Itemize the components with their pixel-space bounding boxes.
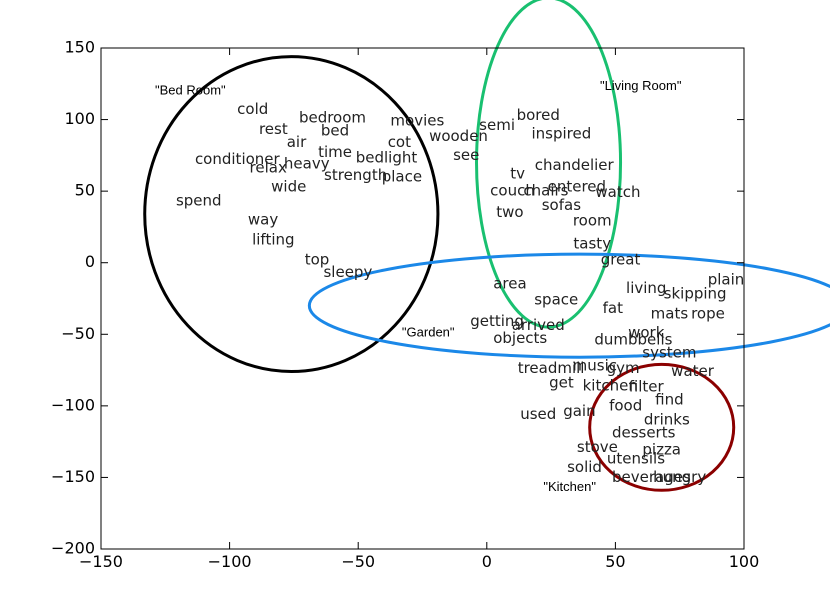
cluster-label-1: "Living Room" (600, 78, 682, 93)
word-point-rest: rest (259, 120, 288, 138)
cluster-ellipse-3 (588, 362, 736, 492)
word-point-cold: cold (237, 100, 268, 118)
y-tick-label: 0 (85, 252, 95, 271)
word-point-fat: fat (603, 299, 623, 317)
word-point-objects: objects (493, 329, 547, 347)
word-point-cot: cot (388, 133, 411, 151)
word-point-conditioner: conditioner (195, 150, 281, 168)
x-tick-label: −50 (341, 552, 375, 571)
cluster-ellipse-1 (475, 0, 623, 329)
word-point-gain: gain (563, 402, 595, 420)
word-point-rope: rope (691, 305, 725, 323)
y-tick-label: −100 (51, 395, 95, 414)
word-point-system: system (642, 343, 696, 361)
word-point-getting: getting (470, 312, 524, 330)
word-point-plain: plain (708, 270, 745, 288)
word-point-beverages: beverages (612, 468, 691, 486)
word-point-skipping: skipping (664, 285, 727, 303)
word-point-wooden: wooden (429, 127, 488, 145)
word-point-two: two (496, 203, 523, 221)
cluster-label-0: "Bed Room" (155, 82, 226, 97)
x-tick-label: 100 (729, 552, 760, 571)
cluster-ellipse-0 (143, 55, 440, 374)
word-point-arrived: arrived (512, 316, 565, 334)
word-point-treadmill: treadmill (518, 359, 585, 377)
word-point-couch: couch (490, 182, 535, 200)
word-point-sofas: sofas (542, 196, 581, 214)
word-point-entered: entered (548, 177, 606, 195)
word-point-lifting: lifting (252, 230, 294, 248)
x-tick-label: −100 (208, 552, 252, 571)
word-point-space: space (534, 290, 578, 308)
word-point-heavy: heavy (284, 154, 330, 172)
plot-frame (100, 47, 745, 550)
y-tick-label: 100 (64, 109, 95, 128)
word-point-place: place (382, 167, 422, 185)
word-point-bedroom: bedroom (299, 109, 366, 127)
word-point-sleepy: sleepy (323, 263, 372, 281)
word-point-kitchen: kitchen (583, 376, 638, 394)
word-point-see: see (453, 146, 479, 164)
word-point-time: time (318, 143, 352, 161)
word-point-gym: gym (607, 359, 640, 377)
word-point-living: living (626, 279, 666, 297)
word-point-top: top (305, 250, 330, 268)
y-tick-label: −150 (51, 467, 95, 486)
word-point-spend: spend (176, 192, 222, 210)
word-point-bored: bored (517, 106, 560, 124)
word-point-movies: movies (390, 112, 444, 130)
cluster-ellipse-2 (307, 252, 830, 359)
word-point-used: used (520, 405, 556, 423)
word-point-water: water (671, 362, 715, 380)
y-tick-label: 150 (64, 38, 95, 57)
y-tick-label: 50 (75, 181, 95, 200)
word-point-watch: watch (595, 183, 640, 201)
word-point-music: music (573, 356, 617, 374)
word-point-tasty: tasty (573, 235, 611, 253)
word-point-inspired: inspired (532, 124, 592, 142)
cluster-label-2: "Garden" (402, 324, 455, 339)
word-point-relax: relax (250, 159, 287, 177)
cluster-ellipses (143, 0, 830, 492)
word-point-food: food (609, 396, 642, 414)
y-tick-label: −200 (51, 539, 95, 558)
word-point-desserts: desserts (612, 424, 676, 442)
word-point-pizza: pizza (642, 441, 681, 459)
word-point-semi: semi (479, 116, 515, 134)
x-tick-label: 0 (482, 552, 492, 571)
word-point-way: way (248, 210, 278, 228)
word-point-filter: filter (629, 378, 665, 396)
word-point-chandelier: chandelier (535, 156, 615, 174)
word-point-tv: tv (510, 164, 525, 182)
word-point-hungry: hungry (653, 468, 706, 486)
word-point-bed: bed (321, 122, 349, 140)
word-point-room: room (573, 212, 612, 230)
word-point-bedlight: bedlight (356, 149, 418, 167)
word-point-air: air (287, 133, 307, 151)
word-point-work: work (628, 323, 665, 341)
x-tick-label: 50 (605, 552, 625, 571)
word-point-wide: wide (271, 177, 306, 195)
y-tick-label: −50 (61, 324, 95, 343)
cluster-labels: "Bed Room" "Living Room" "Garden" "Kitchen" (155, 78, 682, 494)
cluster-label-3: "Kitchen" (543, 479, 596, 494)
word-point-stove: stove (577, 438, 618, 456)
word-point-utensils: utensils (607, 449, 665, 467)
word-point-get: get (549, 373, 574, 391)
word-point-chairs: chairs (523, 182, 568, 200)
axis-ticks: −150 −100 −50 0 50 100−200−150−100−5005010015… (51, 38, 759, 572)
word-point-find: find (655, 391, 683, 409)
word-point-area: area (493, 275, 526, 293)
word-point-dumbbells: dumbbells (594, 331, 672, 349)
x-tick-label: −150 (79, 552, 123, 571)
word-point-great: great (601, 250, 641, 268)
word-point-strength: strength (324, 166, 387, 184)
word-point-drinks: drinks (644, 411, 690, 429)
word-point-mats: mats (651, 305, 689, 323)
word-point-solid: solid (567, 458, 602, 476)
